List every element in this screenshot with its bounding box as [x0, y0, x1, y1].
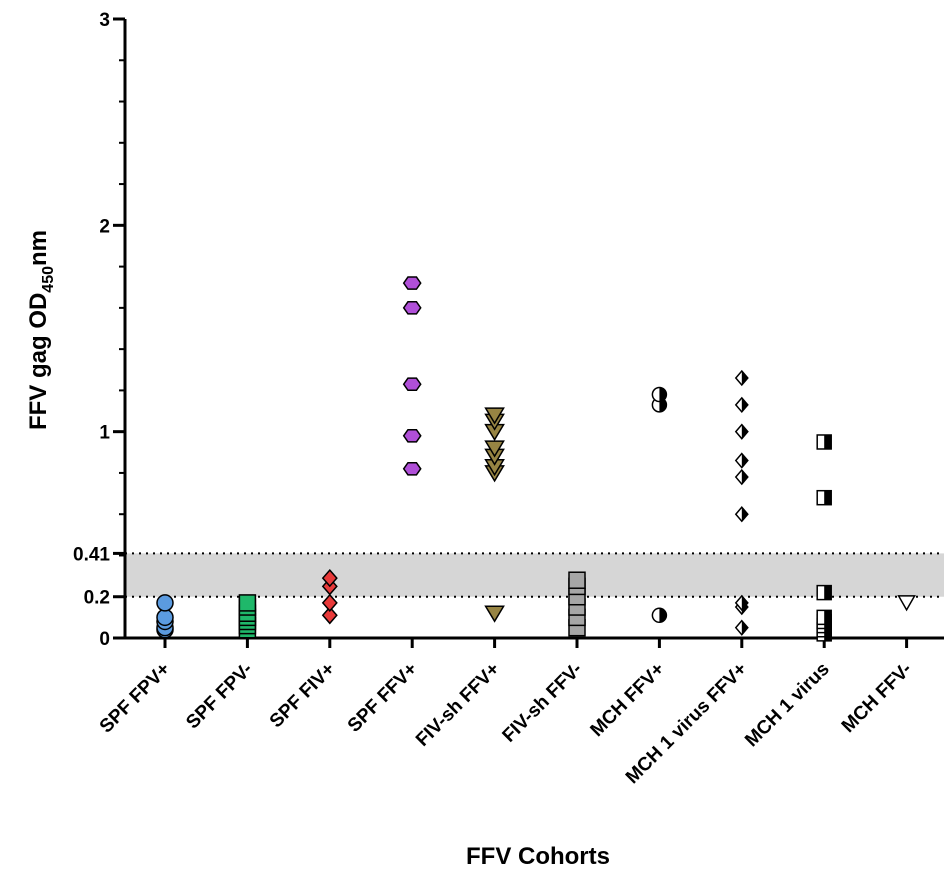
data-points [156, 276, 916, 642]
x-tick-label: MCH 1 virus [741, 659, 833, 751]
data-point [321, 593, 338, 613]
data-point [484, 407, 505, 425]
data-point [156, 608, 174, 627]
y-tick-label: 0.2 [84, 588, 110, 609]
data-point [402, 428, 422, 443]
data-point [734, 369, 749, 387]
data-point [156, 594, 174, 612]
data-point [816, 489, 832, 506]
y-tick-label: 0 [99, 629, 110, 650]
data-point [651, 607, 668, 624]
data-point [734, 594, 749, 612]
data-point [484, 605, 505, 623]
data-point [816, 609, 832, 626]
x-tick-label: MCH FFV+ [587, 659, 669, 741]
data-point [568, 571, 586, 589]
data-point [734, 396, 749, 413]
threshold-band [125, 553, 944, 597]
y-tick-label: 2 [99, 216, 110, 237]
y-tick-label: 3 [99, 10, 110, 31]
data-point [734, 452, 749, 469]
x-tick-label: SPF FIV+ [266, 659, 339, 732]
y-axis-title-main: FFV gag OD [25, 293, 52, 430]
x-axis: SPF FPV+ SPF FPV- SPF FIV+ SPF FFV+FIV-sh F… [96, 636, 944, 788]
y-axis: 0 0.2 0.41 1 2 3 [73, 10, 127, 650]
data-point [816, 584, 832, 601]
y-axis-title-subscript: 450 [40, 266, 57, 293]
data-point [484, 440, 505, 458]
data-point [734, 619, 749, 636]
y-tick-label: 0.41 [73, 544, 110, 565]
y-tick-label: 1 [99, 423, 110, 444]
x-axis-title: FFV Cohorts [466, 843, 610, 870]
x-tick-label: FIV-sh FFV- [499, 659, 587, 747]
data-point [402, 276, 422, 290]
data-point [651, 386, 668, 403]
data-point [734, 468, 749, 486]
data-point [897, 595, 916, 612]
x-tick-label: MCH FFV- [838, 659, 916, 737]
x-tick-label: FIV-sh FFV+ [412, 659, 504, 751]
data-point [816, 434, 832, 450]
data-point [734, 423, 749, 440]
y-axis-title: FFV gag OD450nm [25, 230, 57, 430]
data-point [402, 461, 422, 476]
x-tick-label: SPF FPV- [182, 659, 257, 734]
data-point [402, 301, 422, 315]
x-tick-label: SPF FPV+ [96, 659, 175, 738]
data-point [321, 606, 338, 625]
x-tick-label: SPF FFV+ [344, 659, 422, 737]
data-point [402, 377, 422, 392]
data-point [321, 569, 338, 588]
data-point [238, 594, 257, 612]
data-point [734, 506, 749, 523]
y-axis-title-unit: nm [25, 230, 52, 266]
